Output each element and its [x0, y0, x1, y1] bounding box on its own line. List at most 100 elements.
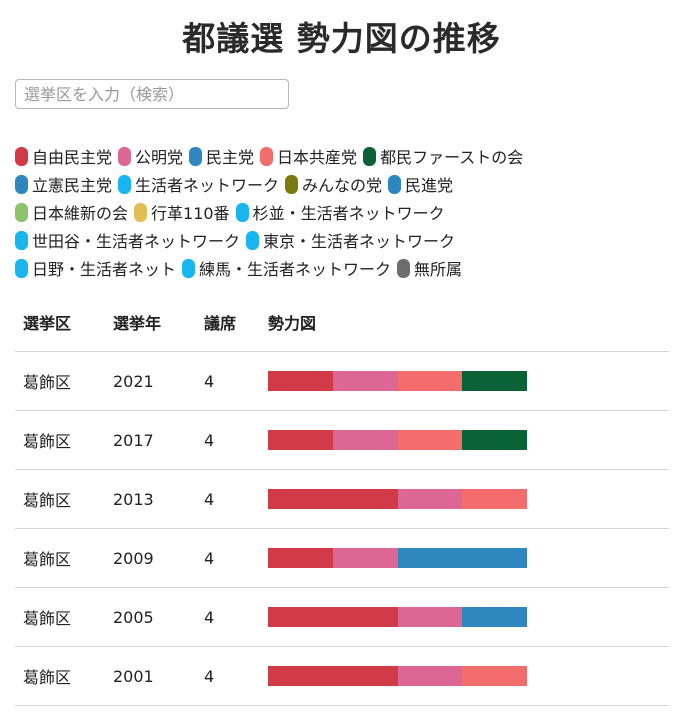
seat-segment	[462, 489, 527, 509]
seat-segment	[397, 371, 463, 391]
seat-bar	[268, 548, 527, 568]
header-year: 選挙年	[105, 293, 196, 352]
seat-segment	[268, 548, 333, 568]
legend-row: 世田谷・生活者ネットワーク 東京・生活者ネットワーク	[15, 226, 675, 254]
power-map-cell	[260, 646, 669, 706]
legend-swatch	[118, 146, 132, 166]
legend-item: 杉並・生活者ネットワーク	[235, 200, 445, 224]
legend-label: 立憲民主党	[32, 176, 113, 195]
legend-item: 世田谷・生活者ネットワーク	[15, 228, 240, 252]
legend-item: 民進党	[388, 172, 453, 196]
legend-item: 行革110番	[134, 200, 230, 224]
table-body: 葛飾区 2021 4 葛飾区 2017 4 葛飾区 2013 4 葛飾区 2009 4 葛飾区 2005 4…	[15, 351, 669, 706]
seat-segment	[397, 489, 463, 509]
legend-label: みんなの党	[302, 176, 383, 195]
year-cell: 2017	[105, 410, 196, 470]
legend-swatch	[15, 202, 28, 222]
seat-segment	[462, 666, 527, 686]
legend-item: 生活者ネットワーク	[118, 172, 279, 196]
seat-bar	[268, 430, 527, 450]
legend-item: 日本共産党	[260, 144, 357, 168]
year-cell: 2021	[105, 351, 196, 411]
legend-label: 生活者ネットワーク	[135, 176, 280, 195]
legend-item: 公明党	[118, 144, 183, 168]
page-title: 都議選 勢力図の推移	[182, 19, 501, 58]
power-map-cell	[260, 410, 669, 470]
district-cell: 葛飾区	[15, 410, 105, 470]
seat-segment	[332, 548, 398, 568]
legend-label: 日本共産党	[277, 148, 358, 167]
legend-swatch	[182, 258, 196, 278]
year-cell: 2009	[105, 528, 196, 588]
table-row: 葛飾区 2005 4	[15, 587, 669, 647]
legend-item: 無所属	[397, 256, 462, 280]
year-cell: 2005	[105, 587, 196, 647]
legend-swatch	[235, 202, 249, 222]
table-header-row: 選挙区 選挙年 議席 勢力図	[15, 293, 669, 352]
legend-item: 都民ファーストの会	[363, 144, 523, 168]
party-legend: 自由民主党 公明党 民主党 日本共産党 都民ファーストの会立憲民主党 生活者ネットワーク み…	[15, 142, 675, 282]
legend-swatch	[246, 230, 260, 250]
legend-label: 東京・生活者ネットワーク	[263, 232, 456, 251]
header-power-map: 勢力図	[260, 293, 669, 352]
legend-item: 日野・生活者ネット	[15, 256, 176, 280]
legend-item: 練馬・生活者ネットワーク	[182, 256, 391, 280]
seat-segment	[268, 666, 333, 686]
seat-segment	[462, 371, 527, 391]
seat-segment	[332, 607, 398, 627]
year-cell: 2013	[105, 469, 196, 529]
seats-cell: 4	[196, 528, 260, 588]
legend-label: 都民ファーストの会	[380, 148, 524, 167]
table-row: 葛飾区 2001 4	[15, 646, 669, 706]
seat-bar	[268, 607, 527, 627]
seat-segment	[332, 430, 398, 450]
legend-item: みんなの党	[285, 172, 382, 196]
seat-segment	[462, 607, 527, 627]
legend-item: 自由民主党	[15, 144, 112, 168]
seat-segment	[268, 489, 333, 509]
legend-item: 東京・生活者ネットワーク	[246, 228, 455, 252]
district-cell: 葛飾区	[15, 351, 105, 411]
legend-swatch	[134, 202, 148, 222]
legend-item: 立憲民主党	[15, 172, 112, 196]
district-cell: 葛飾区	[15, 469, 105, 529]
seats-cell: 4	[196, 351, 260, 411]
legend-label: 日本維新の会	[32, 204, 129, 223]
seat-segment	[268, 607, 333, 627]
legend-label: 杉並・生活者ネットワーク	[252, 204, 445, 223]
seats-cell: 4	[196, 410, 260, 470]
legend-label: 自由民主党	[32, 148, 113, 167]
seat-segment	[462, 430, 527, 450]
legend-swatch	[15, 258, 28, 278]
legend-row: 日本維新の会 行革110番 杉並・生活者ネットワーク	[15, 198, 675, 226]
seat-segment	[268, 371, 333, 391]
legend-swatch	[397, 258, 411, 278]
legend-swatch	[285, 174, 299, 194]
seat-segment	[397, 548, 463, 568]
header-seats: 議席	[196, 293, 260, 352]
legend-swatch	[260, 146, 274, 166]
legend-label: 無所属	[414, 260, 463, 279]
legend-swatch	[118, 174, 132, 194]
seats-cell: 4	[196, 587, 260, 647]
power-map-cell	[260, 351, 669, 411]
legend-swatch	[189, 146, 203, 166]
legend-row: 自由民主党 公明党 民主党 日本共産党 都民ファーストの会	[15, 142, 675, 170]
seats-cell: 4	[196, 469, 260, 529]
seat-segment	[397, 666, 463, 686]
legend-label: 民主党	[206, 148, 255, 167]
seat-bar	[268, 666, 527, 686]
seat-segment	[332, 371, 398, 391]
seat-bar	[268, 489, 527, 509]
legend-swatch	[15, 174, 28, 194]
district-search-input[interactable]	[15, 79, 289, 109]
power-map-cell	[260, 587, 669, 647]
table-row: 葛飾区 2009 4	[15, 528, 669, 588]
seat-segment	[397, 607, 463, 627]
legend-label: 世田谷・生活者ネットワーク	[32, 232, 241, 251]
seats-cell: 4	[196, 646, 260, 706]
seat-segment	[397, 430, 463, 450]
header-district: 選挙区	[15, 293, 105, 352]
table-row: 葛飾区 2013 4	[15, 469, 669, 529]
legend-label: 日野・生活者ネット	[32, 260, 177, 279]
